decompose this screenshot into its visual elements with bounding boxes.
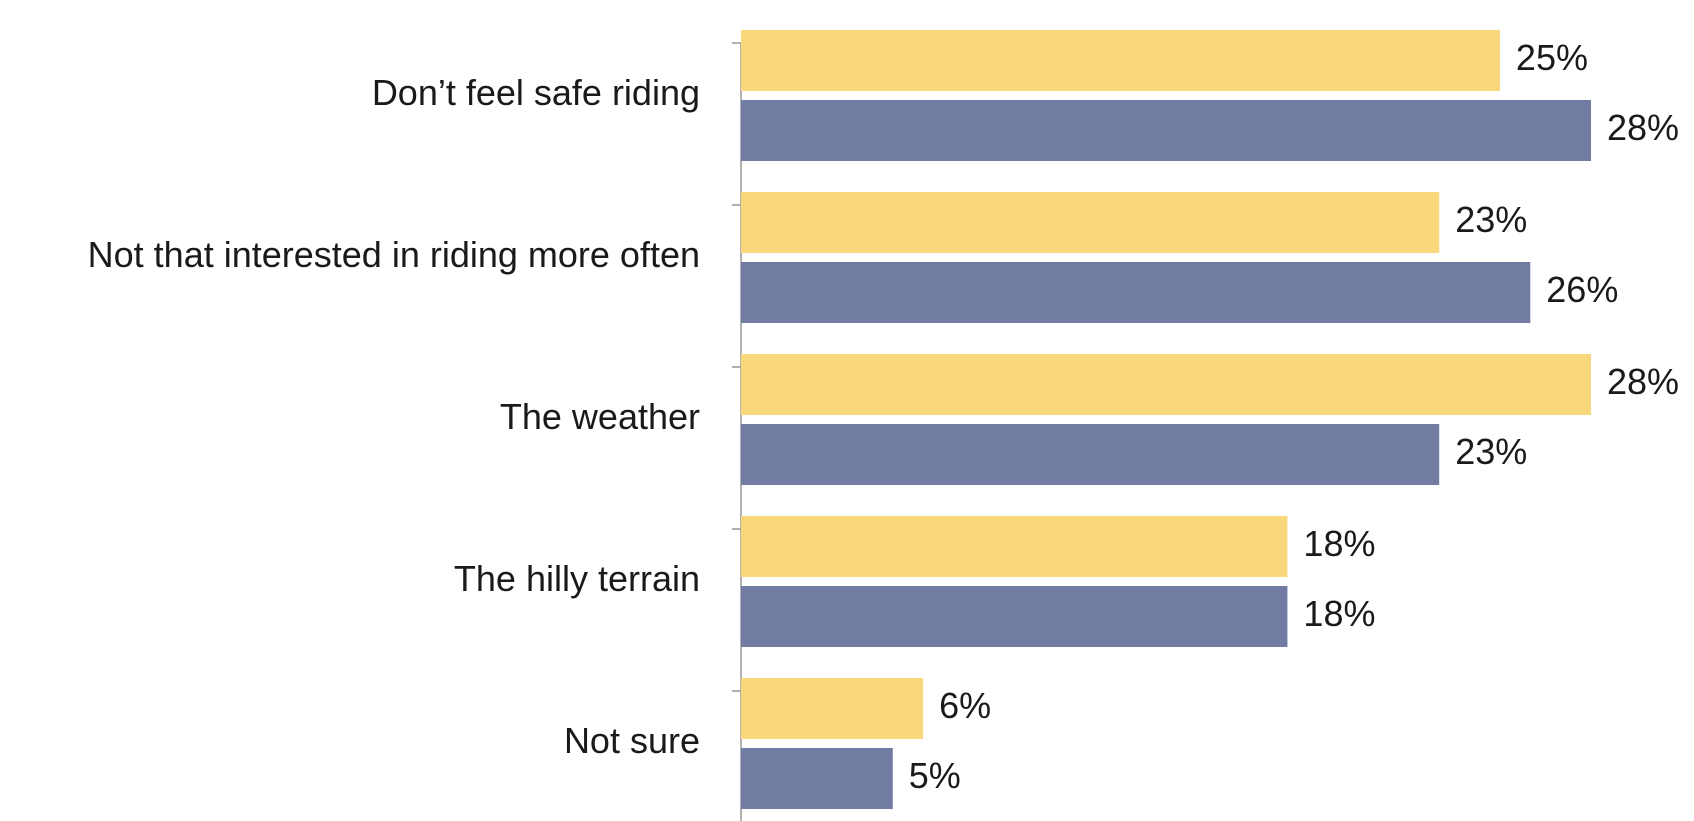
bar — [741, 100, 1591, 161]
value-label: 23% — [1455, 431, 1527, 472]
value-label: 6% — [939, 685, 991, 726]
category-label: Don’t feel safe riding — [372, 72, 700, 113]
bar — [741, 262, 1531, 323]
value-label: 25% — [1516, 37, 1588, 78]
value-label: 28% — [1607, 107, 1679, 148]
category-label: The weather — [500, 396, 700, 437]
bar — [741, 748, 893, 809]
category-label: Not sure — [564, 720, 700, 761]
value-label: 18% — [1303, 523, 1375, 564]
bar — [741, 516, 1288, 577]
value-label: 26% — [1546, 269, 1618, 310]
category-label: Not that interested in riding more often — [88, 234, 700, 275]
bar — [741, 354, 1591, 415]
value-label: 5% — [909, 755, 961, 796]
value-label: 28% — [1607, 361, 1679, 402]
bar — [741, 678, 924, 739]
bar — [741, 424, 1440, 485]
value-label: 18% — [1303, 593, 1375, 634]
value-label: 23% — [1455, 199, 1527, 240]
bar — [741, 192, 1440, 253]
bar — [741, 586, 1288, 647]
category-label: The hilly terrain — [454, 558, 700, 599]
bar — [741, 30, 1500, 91]
